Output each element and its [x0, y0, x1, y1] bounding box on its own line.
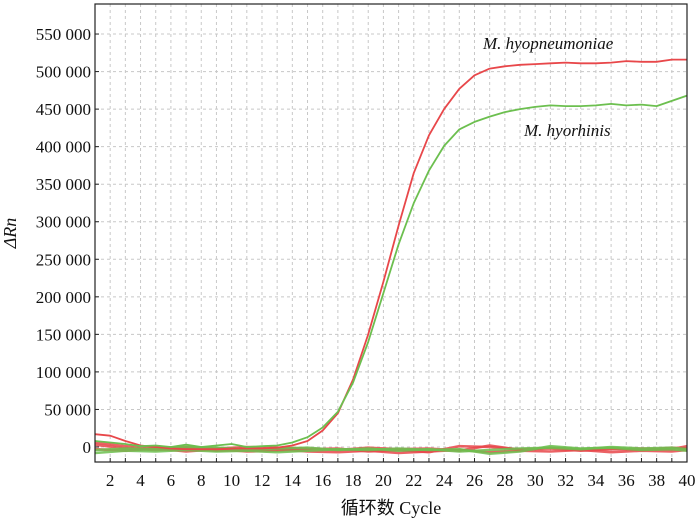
y-tick-label: 450 000: [36, 100, 91, 119]
y-tick-label: 400 000: [36, 138, 91, 157]
x-tick-label: 20: [375, 471, 392, 490]
x-tick-label: 4: [136, 471, 145, 490]
y-tick-label: 100 000: [36, 363, 91, 382]
x-tick-label: 32: [557, 471, 574, 490]
y-axis-title: ΔRn: [0, 218, 20, 250]
x-tick-label: 30: [527, 471, 544, 490]
y-tick-label: 200 000: [36, 288, 91, 307]
x-tick-label: 36: [618, 471, 635, 490]
x-tick-label: 24: [436, 471, 454, 490]
y-axis-ticks: 0 50 000 100 000 150 000 200 000 250 000 300 0…: [36, 25, 99, 457]
x-axis-ticks: 2 4 6 8 10 12 14 16 18 20 22 24 26 28 30 32 34 36 38 40: [106, 458, 696, 490]
series-lines: [94, 58, 688, 456]
y-tick-label: 550 000: [36, 25, 91, 44]
y-tick-label: 50 000: [44, 400, 91, 419]
x-tick-label: 10: [223, 471, 240, 490]
x-tick-label: 6: [167, 471, 176, 490]
y-tick-label: 350 000: [36, 175, 91, 194]
y-tick-label: 300 000: [36, 213, 91, 232]
series-line-m-hyopneumoniae: [94, 58, 687, 451]
series-line-m-hyorhinis: [94, 94, 688, 448]
series-label-m-hyopneumoniae: M. hyopneumoniae: [482, 34, 614, 53]
baseline-series-line: [94, 445, 688, 453]
y-tick-label: 0: [83, 438, 92, 457]
x-tick-label: 22: [405, 471, 422, 490]
x-tick-label: 34: [587, 471, 605, 490]
grid: [95, 4, 687, 462]
plot-frame: [94, 3, 688, 463]
x-tick-label: 2: [106, 471, 115, 490]
x-tick-label: 8: [197, 471, 206, 490]
y-tick-label: 150 000: [36, 325, 91, 344]
y-tick-label: 500 000: [36, 63, 91, 82]
series-label-m-hyorhinis: M. hyorhinis: [523, 121, 611, 140]
x-tick-label: 16: [314, 471, 331, 490]
x-tick-label: 38: [648, 471, 665, 490]
x-axis-title: 循环数 Cycle: [341, 498, 442, 518]
x-tick-label: 40: [679, 471, 696, 490]
x-tick-label: 18: [345, 471, 362, 490]
x-tick-label: 12: [253, 471, 270, 490]
y-tick-label: 250 000: [36, 250, 91, 269]
x-tick-label: 28: [496, 471, 513, 490]
x-tick-label: 26: [466, 471, 483, 490]
x-tick-label: 14: [284, 471, 302, 490]
